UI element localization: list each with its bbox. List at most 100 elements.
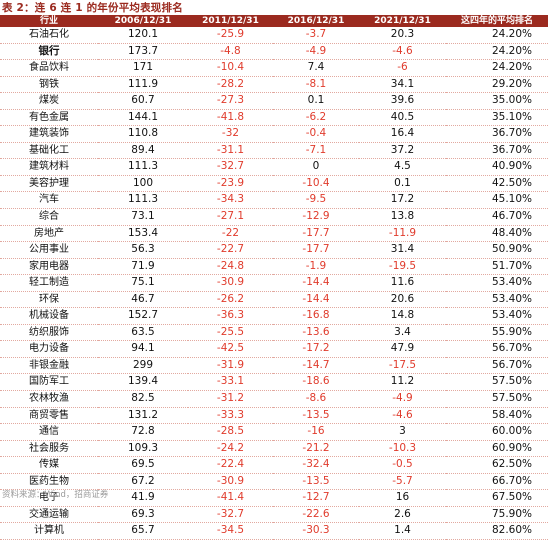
cell-val-2016: 0 — [273, 158, 359, 176]
table-row: 房地产 153.4 -22 -17.7 -11.9 48.40% — [0, 225, 548, 243]
cell-industry: 通信 — [0, 423, 98, 441]
cell-industry: 纺织服饰 — [0, 324, 98, 342]
cell-industry: 农林牧渔 — [0, 390, 98, 408]
cell-val-2016: -13.5 — [273, 473, 359, 491]
table-row: 煤炭 60.7 -27.3 0.1 39.6 35.00% — [0, 92, 548, 110]
cell-avg-rank: 36.70% — [446, 142, 548, 160]
cell-val-2011: -30.9 — [188, 473, 273, 491]
cell-val-2016: -14.4 — [273, 291, 359, 309]
cell-val-2016: -1.9 — [273, 258, 359, 276]
cell-val-2016: -18.6 — [273, 373, 359, 392]
cell-industry: 家用电器 — [0, 258, 98, 276]
header-row: 行业 2006/12/31 2011/12/31 2016/12/31 2021… — [0, 15, 548, 27]
cell-val-2021: 11.2 — [359, 373, 446, 392]
cell-val-2011: -31.9 — [188, 357, 273, 375]
cell-avg-rank: 35.00% — [446, 92, 548, 110]
cell-avg-rank: 36.70% — [446, 125, 548, 143]
cell-val-2006: 299 — [98, 357, 188, 375]
cell-val-2016: -22.6 — [273, 506, 359, 524]
cell-val-2021: 14.8 — [359, 307, 446, 325]
cell-val-2011: -27.1 — [188, 208, 273, 226]
cell-val-2006: 152.7 — [98, 307, 188, 325]
table-row: 环保 46.7 -26.2 -14.4 20.6 53.40% — [0, 291, 548, 309]
cell-avg-rank: 57.50% — [446, 390, 548, 408]
cell-val-2021: -10.3 — [359, 440, 446, 458]
cell-val-2021: 3.4 — [359, 324, 446, 342]
table-row: 通信 72.8 -28.5 -16 3 60.00% — [0, 423, 548, 441]
cell-val-2021: 34.1 — [359, 76, 446, 94]
cell-avg-rank: 60.90% — [446, 440, 548, 458]
cell-val-2011: -24.2 — [188, 440, 273, 458]
cell-avg-rank: 24.20% — [446, 59, 548, 77]
cell-val-2016: -14.4 — [273, 274, 359, 292]
cell-industry: 石油石化 — [0, 27, 98, 44]
cell-val-2016: -12.9 — [273, 208, 359, 226]
cell-val-2011: -4.8 — [188, 43, 273, 61]
cell-industry: 有色金属 — [0, 109, 98, 127]
source-note: 资料来源：Wind，招商证券 — [2, 490, 109, 500]
cell-val-2016: -8.1 — [273, 76, 359, 94]
header-2006: 2006/12/31 — [98, 15, 188, 27]
cell-avg-rank: 46.70% — [446, 208, 548, 226]
cell-val-2006: 111.3 — [98, 191, 188, 210]
cell-avg-rank: 24.20% — [446, 43, 548, 61]
cell-val-2021: -4.6 — [359, 43, 446, 61]
cell-industry: 社会服务 — [0, 440, 98, 458]
industry-ranking-table: 行业 2006/12/31 2011/12/31 2016/12/31 2021… — [0, 15, 548, 540]
cell-val-2011: -30.9 — [188, 274, 273, 292]
cell-val-2006: 111.9 — [98, 76, 188, 94]
table-row: 交通运输 69.3 -32.7 -22.6 2.6 75.90% — [0, 506, 548, 524]
table-row: 商贸零售 131.2 -33.3 -13.5 -4.6 58.40% — [0, 407, 548, 425]
cell-val-2011: -36.3 — [188, 307, 273, 325]
cell-val-2006: 67.2 — [98, 473, 188, 491]
cell-val-2021: -0.5 — [359, 456, 446, 474]
cell-industry: 国防军工 — [0, 373, 98, 392]
cell-val-2021: 31.4 — [359, 241, 446, 259]
cell-val-2011: -31.2 — [188, 390, 273, 408]
table-row: 纺织服饰 63.5 -25.5 -13.6 3.4 55.90% — [0, 324, 548, 342]
cell-val-2006: 131.2 — [98, 407, 188, 425]
cell-avg-rank: 53.40% — [446, 291, 548, 309]
cell-val-2021: 2.6 — [359, 506, 446, 524]
cell-val-2011: -32.7 — [188, 506, 273, 524]
cell-avg-rank: 55.90% — [446, 324, 548, 342]
cell-val-2021: 3 — [359, 423, 446, 441]
table-row: 计算机 65.7 -34.5 -30.3 1.4 82.60% — [0, 522, 548, 540]
cell-val-2006: 89.4 — [98, 142, 188, 160]
cell-val-2021: -11.9 — [359, 225, 446, 243]
cell-industry: 交通运输 — [0, 506, 98, 524]
cell-industry: 食品饮料 — [0, 59, 98, 77]
cell-val-2016: -16.8 — [273, 307, 359, 325]
cell-val-2021: 1.4 — [359, 522, 446, 540]
cell-val-2006: 73.1 — [98, 208, 188, 226]
cell-val-2016: -17.2 — [273, 340, 359, 358]
cell-val-2021: -4.9 — [359, 390, 446, 408]
cell-avg-rank: 53.40% — [446, 274, 548, 292]
cell-val-2011: -34.3 — [188, 191, 273, 210]
cell-val-2021: 20.6 — [359, 291, 446, 309]
cell-val-2011: -23.9 — [188, 175, 273, 193]
cell-avg-rank: 62.50% — [446, 456, 548, 474]
cell-val-2016: -4.9 — [273, 43, 359, 61]
cell-industry: 环保 — [0, 291, 98, 309]
table-row: 电力设备 94.1 -42.5 -17.2 47.9 56.70% — [0, 340, 548, 358]
cell-avg-rank: 45.10% — [446, 191, 548, 210]
cell-val-2016: -17.7 — [273, 241, 359, 259]
cell-val-2016: -32.4 — [273, 456, 359, 474]
cell-val-2021: -5.7 — [359, 473, 446, 491]
cell-val-2021: -6 — [359, 59, 446, 77]
cell-avg-rank: 35.10% — [446, 109, 548, 127]
cell-val-2006: 94.1 — [98, 340, 188, 358]
header-2021: 2021/12/31 — [359, 15, 446, 27]
cell-industry: 公用事业 — [0, 241, 98, 259]
header-average-rank: 这四年的平均排名 — [446, 15, 548, 27]
cell-industry: 医药生物 — [0, 473, 98, 491]
cell-val-2011: -10.4 — [188, 59, 273, 77]
cell-val-2006: 63.5 — [98, 324, 188, 342]
cell-val-2011: -22 — [188, 225, 273, 243]
cell-val-2011: -28.5 — [188, 423, 273, 441]
cell-val-2006: 100 — [98, 175, 188, 193]
cell-val-2006: 69.3 — [98, 506, 188, 524]
cell-val-2021: 13.8 — [359, 208, 446, 226]
cell-val-2006: 120.1 — [98, 27, 188, 44]
